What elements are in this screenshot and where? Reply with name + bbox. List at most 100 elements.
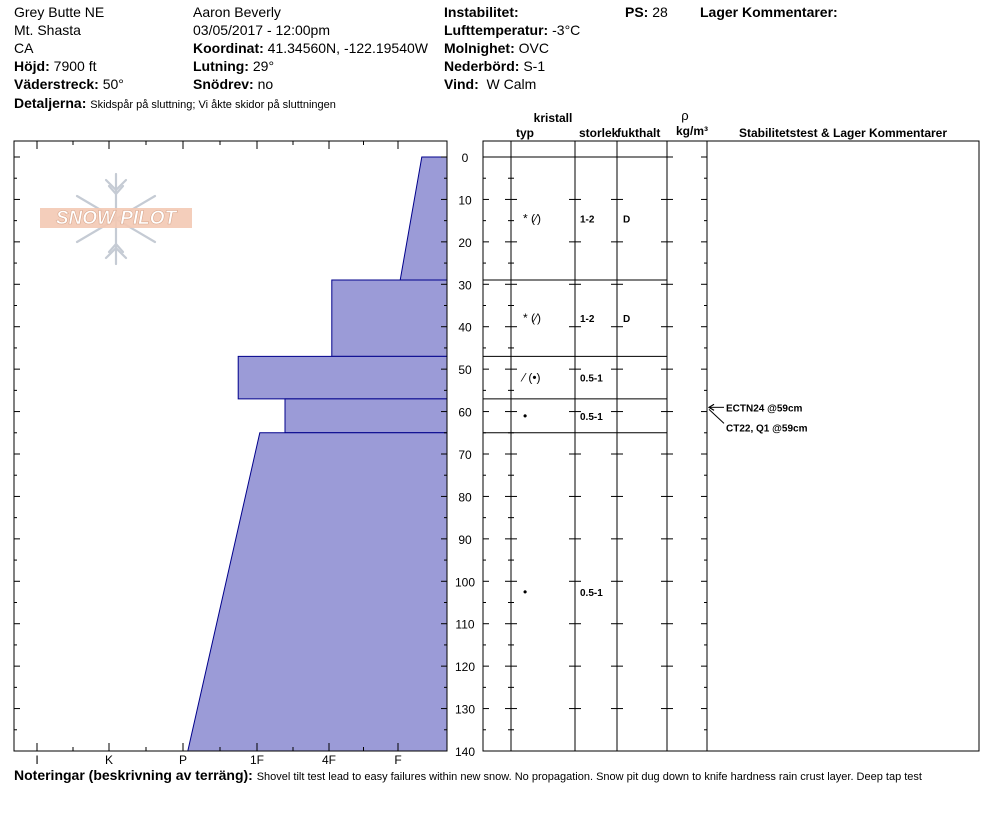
hardness-frame bbox=[13, 140, 448, 752]
depth-label-80: 80 bbox=[458, 490, 472, 504]
elevation-value: 7900 ft bbox=[53, 58, 97, 74]
air-temp-label: Lufttemperatur: bbox=[444, 22, 549, 38]
col-header-density-unit: kg/m³ bbox=[676, 124, 708, 138]
layer-table: * (⁄) 1-2 D * (⁄) 1-2 D ⁄ (•) 0.5-1 • 0.5-1 • 0.5-1 bbox=[483, 156, 667, 752]
ps-value: 28 bbox=[652, 4, 668, 20]
instability: Instabilitet: bbox=[444, 3, 519, 21]
air-temp: Lufttemperatur: -3°C bbox=[444, 21, 580, 39]
wind-value: W Calm bbox=[486, 76, 537, 92]
hardness-layer-0 bbox=[399, 156, 448, 281]
ps-label: PS: bbox=[625, 4, 649, 20]
state-name: CA bbox=[14, 40, 34, 56]
stability-tests: ECTN24 @59cm CT22, Q1 @59cm bbox=[708, 403, 808, 434]
location-name: Grey Butte NE bbox=[14, 4, 105, 20]
stability-test-label: ECTN24 @59cm bbox=[726, 403, 803, 414]
crystal-size: 0.5-1 bbox=[580, 412, 603, 423]
aspect: Väderstreck: 50° bbox=[14, 75, 124, 93]
depth-label-90: 90 bbox=[458, 533, 472, 547]
hardness-label-4F: 4F bbox=[322, 753, 336, 767]
crystal-row: * (⁄) 1-2 D bbox=[523, 212, 630, 226]
terrain-notes: Noteringar (beskrivning av terräng): Sho… bbox=[14, 766, 994, 786]
col-header-density-symbol: ρ bbox=[681, 108, 688, 123]
depth-label-100: 100 bbox=[455, 575, 475, 589]
notes-text: Shovel tilt test lead to easy failures w… bbox=[256, 771, 922, 783]
depth-label-30: 30 bbox=[458, 278, 472, 292]
crystal-moisture: D bbox=[623, 314, 630, 325]
hardness-label-I: I bbox=[35, 753, 38, 767]
wind: Vind: W Calm bbox=[444, 75, 536, 93]
crystal-row: • 0.5-1 bbox=[523, 409, 603, 423]
crystal-size: 1-2 bbox=[580, 215, 595, 226]
hardness-layer-2 bbox=[237, 355, 448, 400]
depth-label-140: 140 bbox=[455, 745, 475, 759]
hardness-label-P: P bbox=[179, 753, 187, 767]
depth-label-20: 20 bbox=[458, 236, 472, 250]
crystal-type: ⁄ (•) bbox=[520, 371, 541, 385]
table-frame bbox=[482, 140, 980, 752]
elevation: Höjd: 7900 ft bbox=[14, 57, 96, 75]
depth-label-130: 130 bbox=[455, 703, 475, 717]
air-temp-value: -3°C bbox=[552, 22, 581, 38]
col-header-size: storlek bbox=[579, 126, 619, 140]
details-value: Skidspår på sluttning; Vi åkte skidor på… bbox=[90, 99, 336, 111]
crystal-size: 0.5-1 bbox=[580, 374, 603, 385]
coord-value: 41.34560N, -122.19540W bbox=[267, 40, 428, 56]
sky-cover: Molnighet: OVC bbox=[444, 39, 549, 57]
wind-label: Vind: bbox=[444, 76, 479, 92]
drift-label: Snödrev: bbox=[193, 76, 254, 92]
crystal-type: • bbox=[523, 409, 527, 423]
slope-value: 29° bbox=[252, 58, 275, 74]
chart-frames bbox=[13, 140, 980, 752]
slope-label: Lutning: bbox=[193, 58, 249, 74]
stability-test-label: CT22, Q1 @59cm bbox=[726, 423, 808, 434]
instability-label: Instabilitet: bbox=[444, 4, 519, 20]
depth-label-110: 110 bbox=[455, 618, 474, 632]
layer-comments-title: Lager Kommentarer: bbox=[700, 4, 838, 20]
crystal-type: • bbox=[523, 585, 527, 599]
drift-value: no bbox=[257, 76, 274, 92]
crystal-size: 1-2 bbox=[580, 314, 595, 325]
elevation-label: Höjd: bbox=[14, 58, 50, 74]
observer-name: Aaron Beverly bbox=[193, 4, 281, 20]
axis-ticks: I K P 1F 4F F 0 10 20 30 40 50 60 70 80 90 100 110 120 130 1… bbox=[14, 141, 707, 767]
details-label: Detaljerna: bbox=[14, 95, 87, 111]
crystal-row: • 0.5-1 bbox=[523, 585, 603, 599]
hardness-profile bbox=[187, 156, 448, 752]
depth-label-60: 60 bbox=[458, 406, 472, 420]
ps: PS: 28 bbox=[625, 3, 668, 21]
coordinates: Koordinat: 41.34560N, -122.19540W bbox=[193, 39, 428, 57]
hardness-layer-1 bbox=[331, 279, 448, 357]
stability-arrow-1 bbox=[708, 403, 715, 411]
snowpilot-logo: SNOW PILOT bbox=[38, 170, 198, 275]
crystal-row: * (⁄) 1-2 D bbox=[523, 311, 630, 325]
precip-value: S-1 bbox=[523, 58, 546, 74]
sky-value: OVC bbox=[518, 40, 549, 56]
notes-label: Noteringar (beskrivning av terräng): bbox=[14, 767, 253, 783]
hardness-layer-4 bbox=[187, 432, 448, 752]
crystal-type: * (⁄) bbox=[523, 311, 541, 325]
observation-datetime: 03/05/2017 - 12:00pm bbox=[193, 22, 330, 38]
aspect-value: 50° bbox=[102, 76, 124, 92]
col-header-type: typ bbox=[516, 126, 534, 140]
region-name: Mt. Shasta bbox=[14, 22, 81, 38]
depth-label-0: 0 bbox=[462, 151, 469, 165]
depth-label-10: 10 bbox=[458, 193, 472, 207]
stability-leader-1 bbox=[708, 408, 725, 424]
col-header-crystal: kristall bbox=[534, 111, 573, 125]
slope: Lutning: 29° bbox=[193, 57, 274, 75]
depth-label-50: 50 bbox=[458, 363, 472, 377]
depth-label-40: 40 bbox=[458, 321, 472, 335]
hardness-label-F: F bbox=[394, 753, 401, 767]
col-header-stability: Stabilitetstest & Lager Kommentarer bbox=[739, 126, 947, 140]
depth-label-120: 120 bbox=[455, 660, 475, 674]
logo-text: SNOW PILOT bbox=[56, 208, 178, 229]
crystal-size: 0.5-1 bbox=[580, 588, 603, 599]
coord-label: Koordinat: bbox=[193, 40, 264, 56]
hardness-layer-3 bbox=[284, 398, 448, 434]
sky-label: Molnighet: bbox=[444, 40, 515, 56]
hardness-label-K: K bbox=[105, 753, 113, 767]
col-header-moisture: fukthalt bbox=[617, 126, 660, 140]
crystal-row: ⁄ (•) 0.5-1 bbox=[520, 371, 603, 385]
depth-label-70: 70 bbox=[458, 448, 472, 462]
